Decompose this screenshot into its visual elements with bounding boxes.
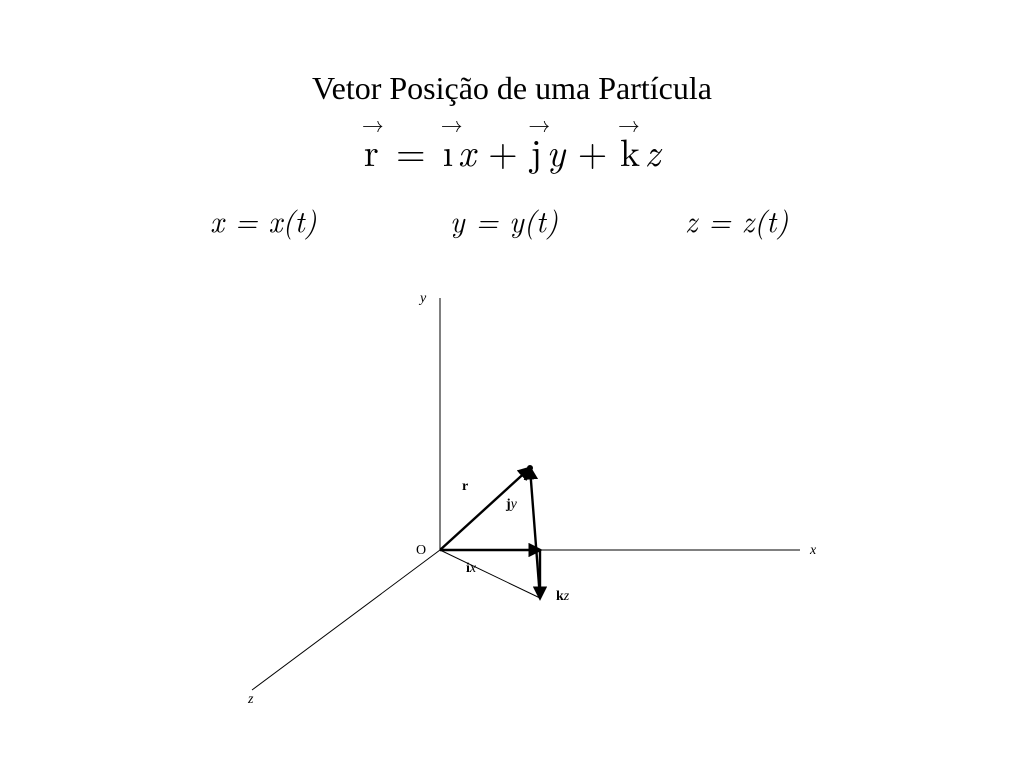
equation-y-t: y = y(t) [450, 198, 558, 241]
svg-text:z: z [247, 692, 254, 707]
axes-group [252, 298, 800, 690]
svg-text:x: x [809, 543, 817, 558]
svg-text:r: r [462, 479, 468, 494]
svg-text:jy: jy [505, 497, 518, 512]
svg-text:y: y [418, 291, 427, 306]
equation-x-t: x = x(t) [210, 198, 317, 241]
coordinate-diagram: x y z Or ix jy kz [0, 280, 1024, 768]
svg-text:O: O [416, 543, 426, 558]
main-equation: →r = →ıx + →jy + →kz [0, 124, 1024, 178]
vector-jy [530, 468, 540, 598]
particle-point [527, 465, 533, 471]
svg-text:kz: kz [556, 589, 570, 604]
svg-text:ix: ix [466, 561, 477, 576]
projection-lines [440, 468, 540, 598]
vectors-group [440, 465, 540, 598]
page-title: Vetor Posição de uma Partícula [0, 70, 1024, 107]
equation-z-t: z = z(t) [685, 198, 789, 241]
